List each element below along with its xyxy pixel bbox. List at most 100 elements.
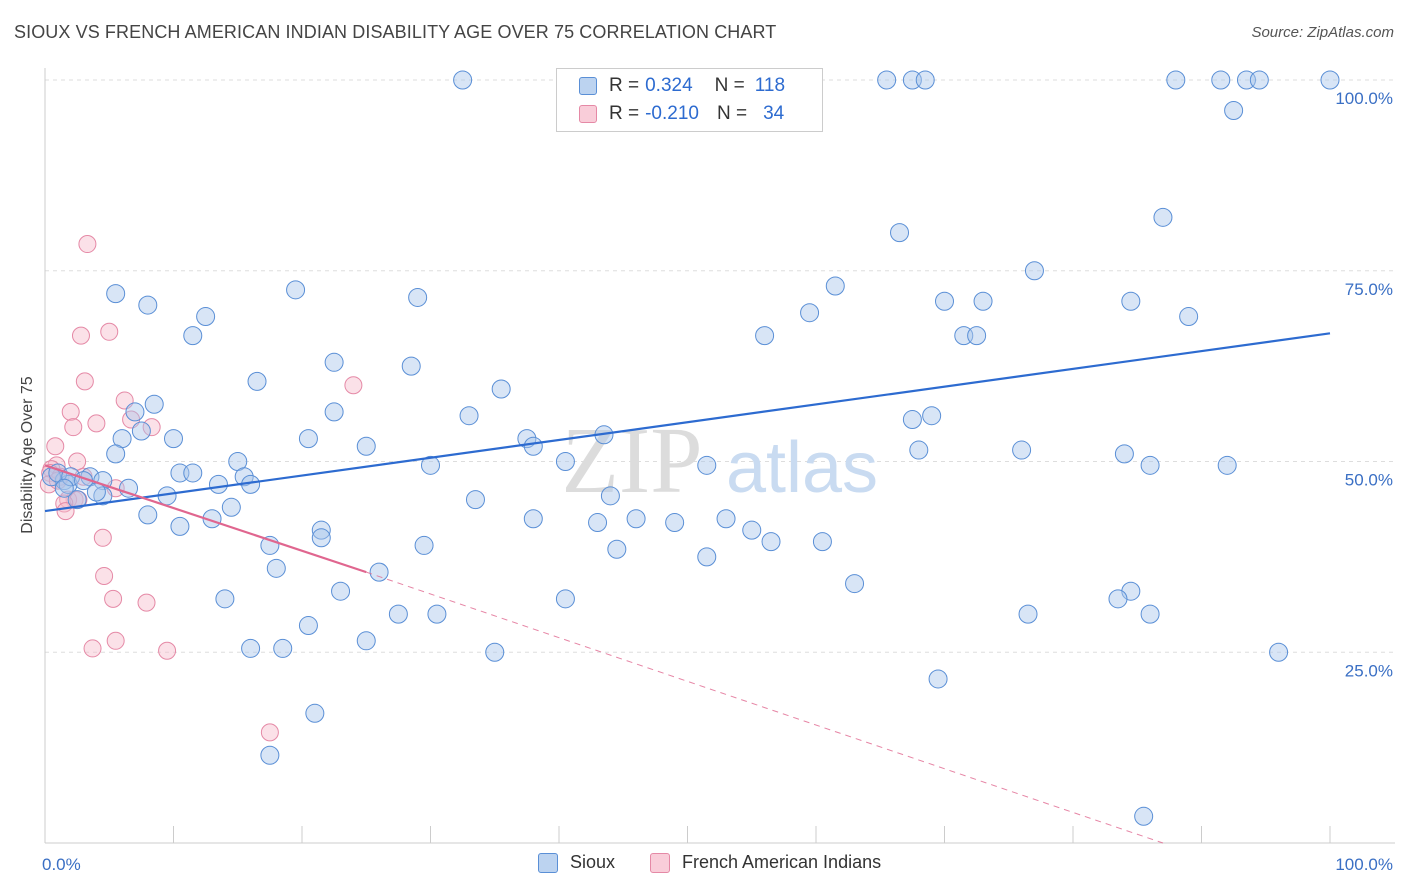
correlation-legend: R = 0.324 N = 118 R = -0.210 N = 34 — [556, 68, 823, 132]
french-american-indians-point — [46, 437, 65, 456]
sioux-point — [665, 513, 685, 533]
french-american-indians-point — [87, 414, 106, 433]
sioux-point — [54, 478, 74, 498]
sioux-point — [825, 276, 845, 296]
sioux-point — [196, 307, 216, 327]
sioux-point — [742, 520, 762, 540]
sioux-point — [697, 455, 717, 475]
sioux-point — [491, 379, 511, 399]
sioux-point — [935, 291, 954, 311]
sioux-point — [1179, 307, 1199, 327]
sioux-point — [164, 429, 183, 449]
sioux-point — [465, 490, 485, 510]
sioux-point — [388, 604, 408, 624]
sioux-point — [1018, 604, 1038, 624]
sioux-point — [260, 745, 280, 765]
sioux-point — [1121, 291, 1141, 311]
sioux-point — [414, 535, 434, 555]
sioux-point — [1153, 207, 1173, 227]
sioux-point — [170, 516, 190, 536]
y-tick-label: 25.0% — [1345, 661, 1393, 680]
sioux-point — [311, 520, 331, 540]
legend-r-value: 0.324 — [645, 75, 693, 96]
legend-n-label: N = — [714, 75, 745, 96]
french-american-indians-point — [100, 322, 119, 341]
sioux-point — [588, 513, 608, 533]
chart-title: SIOUX VS FRENCH AMERICAN INDIAN DISABILI… — [14, 22, 777, 42]
sioux-point — [1140, 604, 1160, 624]
y-tick-label: 100.0% — [1335, 89, 1393, 108]
legend-swatch-french-american-indians — [579, 105, 597, 123]
sioux-point — [86, 482, 106, 502]
sioux-point — [67, 490, 87, 510]
watermark-atlas: atlas — [726, 428, 878, 508]
sioux-point — [697, 547, 717, 567]
sioux-point — [555, 589, 575, 609]
sioux-point — [138, 505, 158, 525]
sioux-point — [125, 402, 145, 422]
watermark-zip: ZIP — [562, 409, 703, 513]
sioux-point — [286, 280, 306, 300]
french-american-indians-point — [158, 641, 177, 660]
sioux-point — [973, 291, 993, 311]
sioux-point — [600, 486, 620, 506]
sioux-point — [1114, 444, 1134, 464]
sioux-point — [421, 455, 440, 475]
french-american-indians-trend-line — [44, 464, 367, 574]
french-american-indians-point — [344, 376, 363, 395]
sioux-point — [183, 326, 203, 346]
french-american-indians-point — [137, 593, 156, 612]
sioux-point — [369, 562, 389, 582]
legend-swatch-sioux — [579, 77, 597, 95]
sioux-point — [1166, 70, 1186, 90]
sioux-point — [1108, 589, 1128, 609]
french-american-indians-point — [106, 631, 125, 650]
sioux-point — [247, 371, 267, 391]
sioux-point — [1224, 101, 1244, 121]
sioux-point — [1320, 70, 1340, 90]
sioux-point — [298, 429, 318, 449]
bottom-legend-sioux: Sioux — [538, 852, 615, 873]
sioux-point — [485, 642, 505, 662]
sioux-point — [716, 509, 736, 529]
sioux-point — [356, 631, 376, 651]
sioux-point — [311, 528, 331, 548]
sioux-point — [761, 532, 781, 552]
french-american-indians-point — [260, 723, 279, 742]
legend-r-label: R = — [609, 75, 640, 96]
french-american-indians-trend-extension — [366, 571, 1164, 844]
sioux-point — [1140, 455, 1160, 475]
sioux-point — [266, 558, 286, 578]
french-american-indians-point — [83, 639, 102, 658]
sioux-trend-line — [44, 332, 1331, 513]
sioux-point — [1012, 440, 1032, 460]
sioux-point — [845, 574, 865, 594]
french-american-indians-point — [95, 566, 114, 585]
sioux-point — [453, 70, 473, 90]
sioux-point — [241, 638, 261, 658]
sioux-point — [208, 474, 228, 494]
source-credit: Source: ZipAtlas.com — [1251, 24, 1394, 41]
sioux-point — [408, 287, 428, 307]
sioux-point — [106, 284, 126, 304]
sioux-point — [1249, 70, 1269, 90]
sioux-point — [1269, 642, 1289, 662]
y-tick-label: 50.0% — [1345, 471, 1393, 490]
sioux-point — [273, 638, 293, 658]
bottom-legend-swatch-sioux — [538, 852, 558, 873]
legend-r-value: -0.210 — [645, 103, 699, 124]
sioux-point — [324, 352, 344, 372]
sioux-point — [626, 509, 646, 529]
sioux-point — [215, 589, 235, 609]
watermark: ZIP atlas — [562, 409, 879, 513]
french-american-indians-point — [142, 418, 161, 437]
sioux-point — [915, 70, 935, 90]
sioux-point — [1217, 455, 1237, 475]
bottom-legend-french-american-indians: French American Indians — [650, 852, 881, 873]
sioux-point — [523, 509, 543, 529]
french-american-indians-point — [78, 235, 97, 254]
sioux-point — [144, 394, 164, 414]
sioux-point — [928, 669, 948, 689]
sioux-point — [812, 532, 832, 552]
